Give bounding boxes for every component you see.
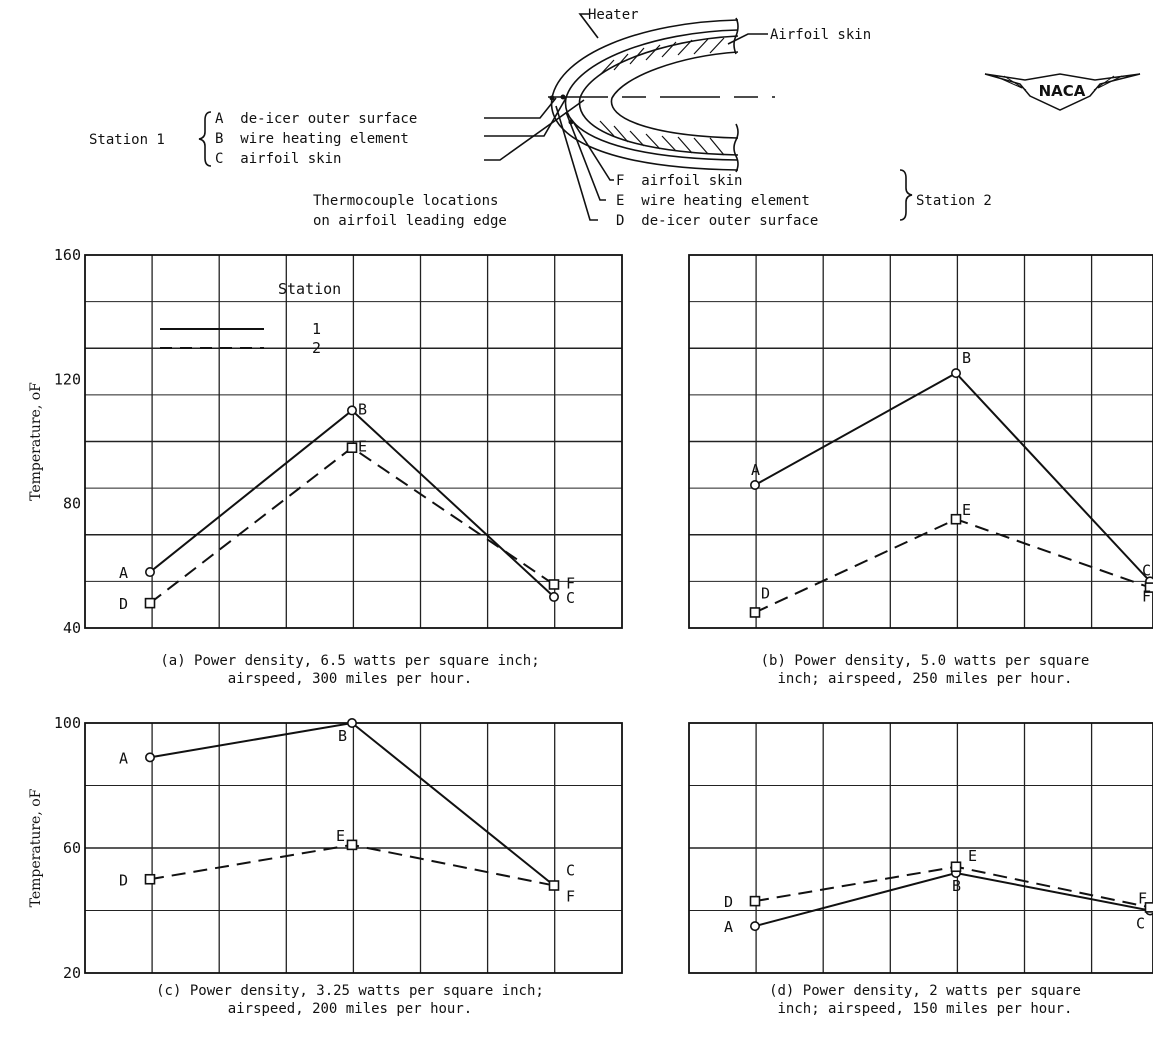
legend: Station 1 2 xyxy=(160,280,341,357)
data-point-square xyxy=(146,875,155,884)
station2-item-d: D de-icer outer surface xyxy=(616,213,818,229)
data-point-circle xyxy=(146,568,154,576)
y-axis-label: Temperature, oF xyxy=(28,788,44,907)
point-label: B xyxy=(962,349,971,367)
station2-item-e: E wire heating element xyxy=(616,193,810,209)
data-point-square xyxy=(348,443,357,452)
y-tick-label: 40 xyxy=(63,619,81,637)
thermocouple-dot xyxy=(550,96,555,101)
point-label: D xyxy=(761,584,770,602)
point-label: C xyxy=(566,862,575,880)
point-label: E xyxy=(358,438,367,456)
station1-item-a: A de-icer outer surface xyxy=(215,111,417,127)
chart-panel-d: A B C D E F (d) Power density, 2 watts per squ… xyxy=(689,723,1153,1017)
point-label: E xyxy=(962,501,971,519)
series-line-1 xyxy=(150,410,554,597)
point-label: B xyxy=(952,877,961,895)
point-label: D xyxy=(119,595,128,613)
panel-caption-line: inch; airspeed, 250 miles per hour. xyxy=(777,671,1072,687)
data-point-circle xyxy=(348,719,356,727)
station1-item-b: B wire heating element xyxy=(215,131,409,147)
y-tick-label: 160 xyxy=(54,246,81,264)
point-label: C xyxy=(1142,561,1151,579)
point-label: F xyxy=(566,574,575,592)
data-point-square xyxy=(348,840,357,849)
leader-d xyxy=(556,106,598,220)
point-label: E xyxy=(336,827,345,845)
data-point-square xyxy=(751,608,760,617)
data-point-square xyxy=(952,862,961,871)
caption-line2: on airfoil leading edge xyxy=(313,213,507,229)
point-label: E xyxy=(968,847,977,865)
break-line-bottom xyxy=(734,124,738,172)
panel-caption-line: (d) Power density, 2 watts per square xyxy=(769,983,1081,999)
airfoil-skin-inner xyxy=(611,52,738,138)
data-point-square xyxy=(146,599,155,608)
series-line-2 xyxy=(150,448,554,603)
data-point-circle xyxy=(751,481,759,489)
y-tick-label: 60 xyxy=(63,839,81,857)
leader-a xyxy=(484,98,556,118)
y-tick-label: 120 xyxy=(54,370,81,388)
station2-label: Station 2 xyxy=(916,193,992,209)
naca-logo-text: NACA xyxy=(1039,82,1086,100)
data-point-square xyxy=(550,580,559,589)
caption-line1: Thermocouple locations xyxy=(313,193,498,209)
station1-label: Station 1 xyxy=(89,132,165,148)
y-tick-label: 20 xyxy=(63,964,81,982)
data-point-circle xyxy=(952,369,960,377)
station2-item-f: F airfoil skin xyxy=(616,173,742,189)
panel-caption-line: (c) Power density, 3.25 watts per square… xyxy=(156,983,544,999)
data-point-square xyxy=(952,515,961,524)
y-tick-label: 100 xyxy=(54,714,81,732)
chart-panel-c: 100 60 20 Temperature, oF A B C D E F (c) Power de… xyxy=(28,714,622,1017)
thermocouple-dot xyxy=(561,95,566,100)
point-label: F xyxy=(566,888,575,906)
chart-panel-b: A B C D E F (b) Power density, 5.0 watts per s… xyxy=(689,255,1153,687)
point-label: A xyxy=(724,918,733,936)
station2-brace xyxy=(900,170,912,220)
data-point-square xyxy=(550,881,559,890)
heater-label: Heater xyxy=(588,7,639,23)
legend-title: Station xyxy=(278,280,341,298)
y-axis-label: Temperature, oF xyxy=(28,382,44,501)
point-label: A xyxy=(751,461,760,479)
panel-caption-line: airspeed, 300 miles per hour. xyxy=(228,671,472,687)
series-line-1 xyxy=(150,723,554,886)
data-point-circle xyxy=(751,922,759,930)
legend-entry-2: 2 xyxy=(312,339,321,357)
point-label: A xyxy=(119,749,128,767)
station1-item-c: C airfoil skin xyxy=(215,151,341,167)
point-label: B xyxy=(338,727,347,745)
y-tick-label: 80 xyxy=(63,495,81,513)
point-label: C xyxy=(1136,915,1145,933)
series-line-1 xyxy=(755,373,1150,581)
point-label: A xyxy=(119,564,128,582)
data-point-circle xyxy=(348,406,356,414)
naca-logo: NACA xyxy=(985,74,1140,110)
leader-e xyxy=(566,112,606,200)
panel-caption-line: inch; airspeed, 150 miles per hour. xyxy=(777,1001,1072,1017)
data-point-circle xyxy=(146,753,154,761)
panel-caption-line: (a) Power density, 6.5 watts per square … xyxy=(160,653,539,669)
airfoil-skin-label: Airfoil skin xyxy=(770,27,871,43)
series-line-2 xyxy=(150,845,554,886)
station1-brace xyxy=(199,112,211,166)
data-point-square xyxy=(751,897,760,906)
point-label: F xyxy=(1142,588,1151,606)
data-point-circle xyxy=(550,593,558,601)
thermocouple-dot xyxy=(569,120,574,125)
point-label: D xyxy=(724,893,733,911)
legend-entry-1: 1 xyxy=(312,320,321,338)
panel-caption-line: (b) Power density, 5.0 watts per square xyxy=(761,653,1090,669)
point-label: F xyxy=(1138,889,1147,907)
panel-caption-line: airspeed, 200 miles per hour. xyxy=(228,1001,472,1017)
series-line-2 xyxy=(755,519,1150,612)
point-label: D xyxy=(119,871,128,889)
point-label: B xyxy=(358,400,367,418)
